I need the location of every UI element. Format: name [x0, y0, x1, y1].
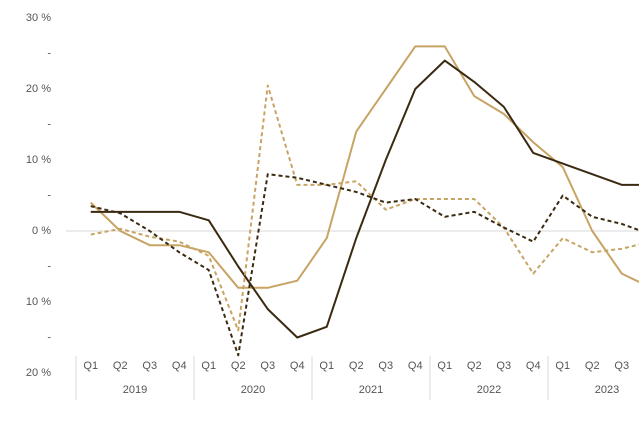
x-tick-label: Q4: [408, 360, 423, 372]
x-tick-label: Q2: [231, 360, 246, 372]
y-tick-label: -: [47, 189, 51, 201]
x-tick-label: Q3: [496, 360, 511, 372]
y-tick-label: -: [47, 260, 51, 272]
year-label: 2020: [241, 384, 265, 396]
y-tick-label: 10 %: [26, 296, 51, 308]
year-label: 2019: [123, 384, 147, 396]
year-label: 2023: [595, 384, 619, 396]
x-tick-label: Q1: [555, 360, 570, 372]
x-tick-label: Q4: [526, 360, 541, 372]
x-tick-label: Q3: [260, 360, 275, 372]
y-tick-label: -: [47, 118, 51, 130]
y-tick-label: 10 %: [26, 154, 51, 166]
y-tick-label: -: [47, 331, 51, 343]
x-tick-label: Q4: [290, 360, 305, 372]
x-tick-label: Q1: [437, 360, 452, 372]
series-line: [90, 173, 639, 357]
series-line: [90, 84, 639, 332]
x-tick-label: Q2: [349, 360, 364, 372]
year-label: 2021: [359, 384, 383, 396]
x-tick-label: Q2: [585, 360, 600, 372]
x-tick-label: Q3: [378, 360, 393, 372]
x-tick-label: Q2: [113, 360, 128, 372]
year-label: 2022: [477, 384, 501, 396]
x-tick-label: Q2: [467, 360, 482, 372]
x-tick-label: Q4: [172, 360, 187, 372]
x-tick-label: Q1: [201, 360, 216, 372]
y-tick-label: 20 %: [26, 367, 51, 379]
y-tick-label: 20 %: [26, 83, 51, 95]
x-tick-label: Q3: [142, 360, 157, 372]
x-tick-label: Q1: [83, 360, 98, 372]
series-line: [90, 59, 639, 339]
y-tick-label: 0 %: [32, 225, 51, 237]
x-tick-label: Q3: [614, 360, 629, 372]
y-tick-label: -: [47, 47, 51, 59]
x-tick-label: Q1: [319, 360, 334, 372]
series-line: [90, 45, 639, 289]
y-tick-label: 30 %: [26, 12, 51, 24]
